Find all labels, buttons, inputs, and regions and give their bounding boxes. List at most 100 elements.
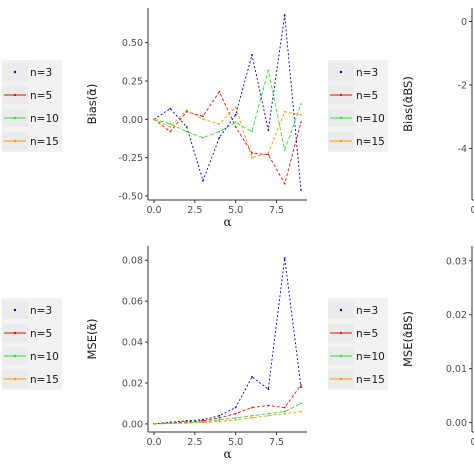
legend-label: n=15 — [30, 374, 59, 386]
chart-panel-3: 0.00 0.02 0.04 0.06 0.08 0.0 2.5 5.0 7.5 α MSE(α̃)… — [2, 246, 307, 461]
data-point — [234, 121, 237, 124]
data-point — [267, 69, 270, 72]
data-point — [202, 118, 204, 121]
data-point — [251, 130, 253, 133]
y-axis-label: MSE(α̃) — [85, 318, 99, 359]
legend-key-point — [339, 308, 343, 312]
x-tick-label: 0.0 — [470, 437, 474, 448]
legend-key-point — [13, 116, 17, 120]
legend-label: n=10 — [30, 351, 59, 363]
legend-key-point — [339, 331, 343, 335]
x-tick-label: 0.0 — [146, 205, 161, 216]
data-point — [218, 123, 221, 125]
data-point — [300, 410, 302, 413]
data-point — [267, 414, 270, 417]
y-tick-label: 0.02 — [122, 378, 143, 389]
x-tick-label: 2.5 — [187, 205, 202, 216]
data-point — [153, 118, 155, 121]
data-point — [185, 422, 188, 424]
data-point — [267, 412, 270, 415]
y-tick-label: 0.03 — [446, 256, 467, 267]
y-tick-label: 0.08 — [122, 256, 143, 267]
data-point — [234, 126, 237, 128]
data-point — [185, 109, 188, 112]
data-point — [218, 414, 221, 417]
data-point — [283, 412, 286, 415]
series-line-n=5 — [153, 384, 302, 425]
data-point — [218, 130, 221, 133]
data-point — [169, 130, 172, 133]
legend-key-point — [339, 70, 343, 74]
data-point — [234, 106, 237, 108]
data-point — [218, 90, 221, 93]
y-tick-label: 0.00 — [122, 115, 143, 126]
data-point — [300, 103, 302, 105]
legend-key-point — [13, 308, 17, 312]
data-point — [267, 404, 270, 407]
legend-key-point — [339, 139, 343, 143]
data-point — [283, 110, 286, 113]
y-axis-label: Bias(α̃) — [85, 84, 99, 125]
legend-label: n=15 — [356, 374, 385, 386]
data-point — [234, 412, 237, 415]
series-line-n=15 — [153, 106, 302, 159]
data-point — [153, 423, 155, 425]
data-point — [300, 188, 302, 191]
x-tick-label: 7.5 — [269, 437, 284, 448]
data-point — [283, 149, 286, 151]
data-point — [300, 386, 302, 388]
data-point — [251, 54, 253, 56]
legend-label: n=3 — [356, 67, 378, 79]
legend: n=3 n=5 n=10 n=15 — [2, 60, 62, 152]
data-point — [218, 136, 221, 139]
series-line-n=10 — [153, 70, 302, 152]
y-axis-label: Bias(α̂BS) — [401, 76, 415, 132]
x-tick-label: 2.5 — [187, 437, 202, 448]
y-tick-label: -2 — [458, 80, 467, 91]
legend-label: n=5 — [30, 328, 52, 340]
chart-panel-4: 0.000.010.020.030.0MSE(α̂BS)n=3n=5n=10n=… — [328, 246, 474, 448]
legend-label: n=5 — [356, 328, 378, 340]
y-tick-label: 0.02 — [446, 310, 467, 321]
y-tick-label: 0.06 — [122, 297, 143, 308]
data-point — [251, 152, 253, 154]
data-point — [300, 384, 302, 386]
data-point — [169, 123, 172, 125]
legend-key-point — [339, 377, 343, 381]
legend-label: n=3 — [30, 305, 52, 317]
legend-label: n=10 — [30, 113, 59, 125]
data-point — [267, 152, 270, 154]
data-point — [283, 406, 286, 409]
legend-key-point — [339, 354, 343, 358]
data-point — [283, 14, 286, 16]
legend-key-point — [13, 354, 17, 358]
data-point — [267, 153, 270, 156]
series-line-n=3 — [153, 258, 302, 425]
data-point — [283, 182, 286, 185]
data-point — [251, 406, 253, 409]
y-tick-label: 0 — [461, 17, 467, 28]
data-point — [169, 107, 172, 110]
x-tick-label: 5.0 — [228, 437, 243, 448]
series-line-n=3 — [153, 15, 302, 190]
data-point — [218, 418, 221, 421]
x-tick-label: 5.0 — [228, 205, 243, 216]
data-point — [218, 416, 221, 419]
y-tick-label: 0.04 — [122, 338, 143, 349]
legend-key-point — [13, 139, 17, 143]
data-point — [267, 129, 270, 131]
data-point — [251, 416, 253, 419]
data-point — [234, 406, 237, 409]
x-tick-label: 7.5 — [269, 205, 284, 216]
legend-label: n=5 — [356, 90, 378, 102]
y-tick-label: -0.50 — [118, 192, 143, 203]
legend-key-point — [13, 331, 17, 335]
chart-panel-2: -4 -2 0 0.0 Bias(α̂BS) n=3 n=5 n=10 n=15 — [328, 8, 474, 216]
y-tick-label: 0.50 — [122, 38, 143, 49]
legend-label: n=10 — [356, 113, 385, 125]
legend-label: n=5 — [30, 90, 52, 102]
x-axis-label: α — [223, 215, 231, 229]
legend-label: n=10 — [356, 351, 385, 363]
legend-key-point — [13, 93, 17, 97]
data-point — [300, 402, 302, 405]
